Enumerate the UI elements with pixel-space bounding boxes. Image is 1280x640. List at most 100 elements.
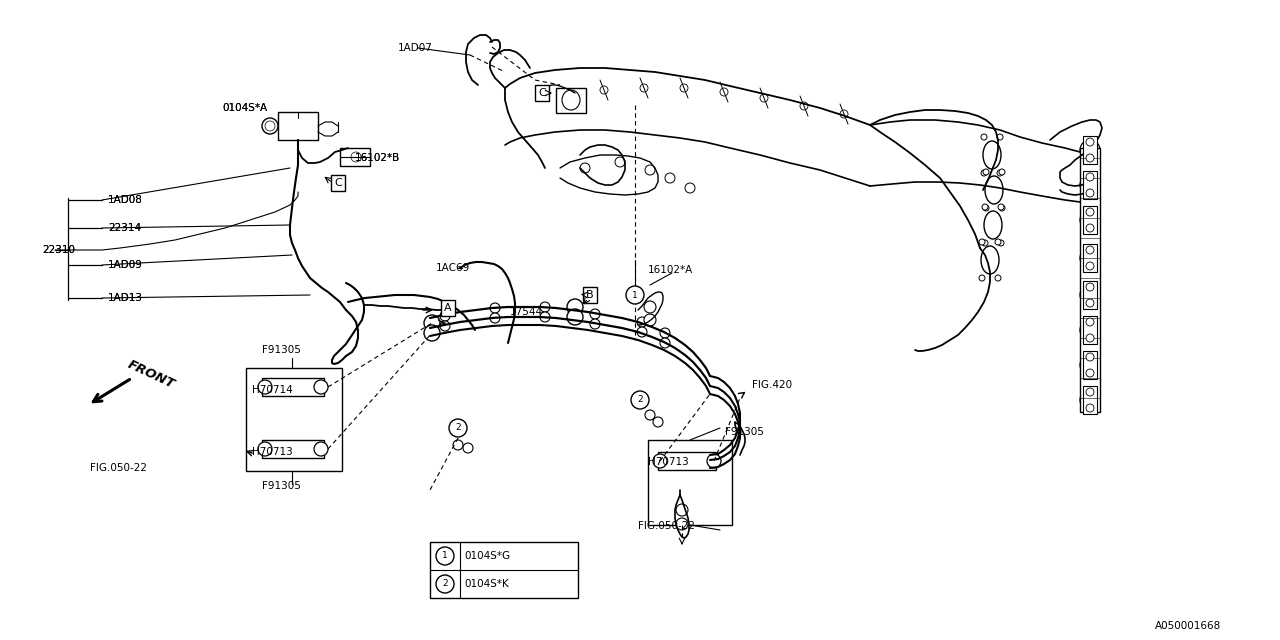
Bar (1083, 244, 1097, 272)
Circle shape (676, 518, 689, 530)
Text: F91305: F91305 (262, 345, 301, 355)
Circle shape (995, 239, 1001, 245)
Circle shape (590, 319, 600, 329)
Text: 16102*B: 16102*B (355, 153, 401, 163)
Bar (1080, 148, 1100, 412)
Text: 1AC69: 1AC69 (436, 263, 470, 273)
Circle shape (1085, 189, 1094, 197)
Text: 16102*B: 16102*B (355, 153, 401, 163)
Circle shape (1085, 325, 1094, 335)
Circle shape (680, 84, 689, 92)
Text: 1AD08: 1AD08 (108, 195, 143, 205)
Circle shape (1080, 390, 1100, 410)
Circle shape (1080, 320, 1100, 340)
Circle shape (1085, 353, 1094, 361)
Circle shape (1085, 224, 1094, 232)
Circle shape (637, 327, 646, 337)
Circle shape (314, 442, 328, 456)
Circle shape (998, 205, 1005, 211)
Circle shape (1080, 210, 1100, 230)
Circle shape (262, 118, 278, 134)
Circle shape (676, 504, 689, 516)
Circle shape (567, 309, 582, 325)
Circle shape (997, 134, 1004, 140)
Circle shape (436, 575, 454, 593)
Circle shape (1080, 175, 1100, 195)
Circle shape (440, 321, 451, 331)
Text: F91305: F91305 (724, 427, 764, 437)
Circle shape (351, 152, 361, 162)
Circle shape (1085, 145, 1094, 155)
Text: F91305: F91305 (262, 481, 301, 491)
Circle shape (259, 442, 273, 456)
Bar (1083, 281, 1097, 309)
Circle shape (265, 121, 275, 131)
Circle shape (424, 315, 440, 331)
Circle shape (1080, 248, 1100, 268)
Text: 16102*A: 16102*A (648, 265, 694, 275)
Bar (658, 452, 716, 470)
Circle shape (998, 240, 1004, 246)
Circle shape (1085, 180, 1094, 190)
Text: 2: 2 (456, 424, 461, 433)
Circle shape (540, 302, 550, 312)
Circle shape (1085, 138, 1094, 146)
Bar (648, 440, 732, 525)
Text: 17544: 17544 (509, 307, 543, 317)
Circle shape (1080, 285, 1100, 305)
Bar (430, 542, 579, 598)
Text: 22310: 22310 (42, 245, 76, 255)
Circle shape (1085, 262, 1094, 270)
Circle shape (1085, 318, 1094, 326)
Text: 1AD09: 1AD09 (108, 260, 143, 270)
Text: 1: 1 (632, 291, 637, 300)
Circle shape (982, 240, 988, 246)
Circle shape (614, 157, 625, 167)
Circle shape (490, 313, 500, 323)
Circle shape (436, 547, 454, 565)
Circle shape (983, 169, 989, 175)
Circle shape (980, 170, 987, 176)
Text: H70714: H70714 (252, 385, 292, 395)
Ellipse shape (986, 176, 1004, 204)
Circle shape (840, 110, 849, 118)
Circle shape (463, 443, 474, 453)
Ellipse shape (562, 90, 580, 110)
Circle shape (998, 204, 1004, 210)
Text: 1: 1 (442, 552, 448, 561)
Bar (1083, 351, 1097, 379)
Circle shape (1080, 140, 1100, 160)
Circle shape (1085, 253, 1094, 263)
Circle shape (980, 134, 987, 140)
Bar (1083, 136, 1097, 164)
Circle shape (314, 380, 328, 394)
Text: 1AD13: 1AD13 (108, 293, 143, 303)
Text: H70713: H70713 (648, 457, 689, 467)
Text: 2: 2 (637, 396, 643, 404)
Ellipse shape (980, 246, 998, 274)
Circle shape (997, 170, 1004, 176)
Circle shape (1080, 355, 1100, 375)
Text: 22314: 22314 (108, 223, 141, 233)
Circle shape (645, 410, 655, 420)
Circle shape (979, 275, 986, 281)
Bar (262, 378, 324, 396)
Circle shape (1085, 404, 1094, 412)
Text: 1AD09: 1AD09 (108, 260, 143, 270)
Circle shape (449, 419, 467, 437)
Bar (1083, 386, 1097, 414)
Circle shape (1085, 208, 1094, 216)
Circle shape (1085, 334, 1094, 342)
Text: 0104S*A: 0104S*A (221, 103, 268, 113)
Circle shape (1085, 299, 1094, 307)
Circle shape (453, 440, 463, 450)
Text: 22310: 22310 (42, 245, 76, 255)
Circle shape (580, 163, 590, 173)
Ellipse shape (984, 211, 1002, 239)
Text: FIG.050-22: FIG.050-22 (90, 463, 147, 473)
Circle shape (660, 338, 669, 348)
Bar (1083, 206, 1097, 234)
Circle shape (424, 325, 440, 341)
Circle shape (490, 303, 500, 313)
Text: FRONT: FRONT (125, 358, 177, 392)
